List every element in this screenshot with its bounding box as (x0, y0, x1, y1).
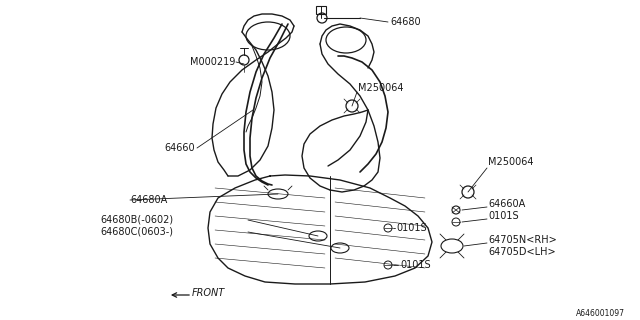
Text: 0101S: 0101S (396, 223, 427, 233)
Bar (316, 6, 326, 14)
Text: 64660A: 64660A (488, 199, 525, 209)
Text: M250064: M250064 (358, 83, 403, 93)
Text: 0101S: 0101S (488, 211, 518, 221)
Text: 64705D<LH>: 64705D<LH> (488, 247, 556, 257)
Text: 64680B(-0602): 64680B(-0602) (100, 215, 173, 225)
Text: M000219: M000219 (189, 57, 235, 67)
Text: 64680A: 64680A (130, 195, 167, 205)
Text: 64680: 64680 (390, 17, 420, 27)
Text: 0101S: 0101S (400, 260, 431, 270)
Text: FRONT: FRONT (192, 288, 225, 298)
Text: 64705N<RH>: 64705N<RH> (488, 235, 557, 245)
Text: 64660: 64660 (164, 143, 195, 153)
Text: 64680C(0603-): 64680C(0603-) (100, 227, 173, 237)
Text: M250064: M250064 (488, 157, 534, 167)
Text: A646001097: A646001097 (576, 308, 625, 317)
